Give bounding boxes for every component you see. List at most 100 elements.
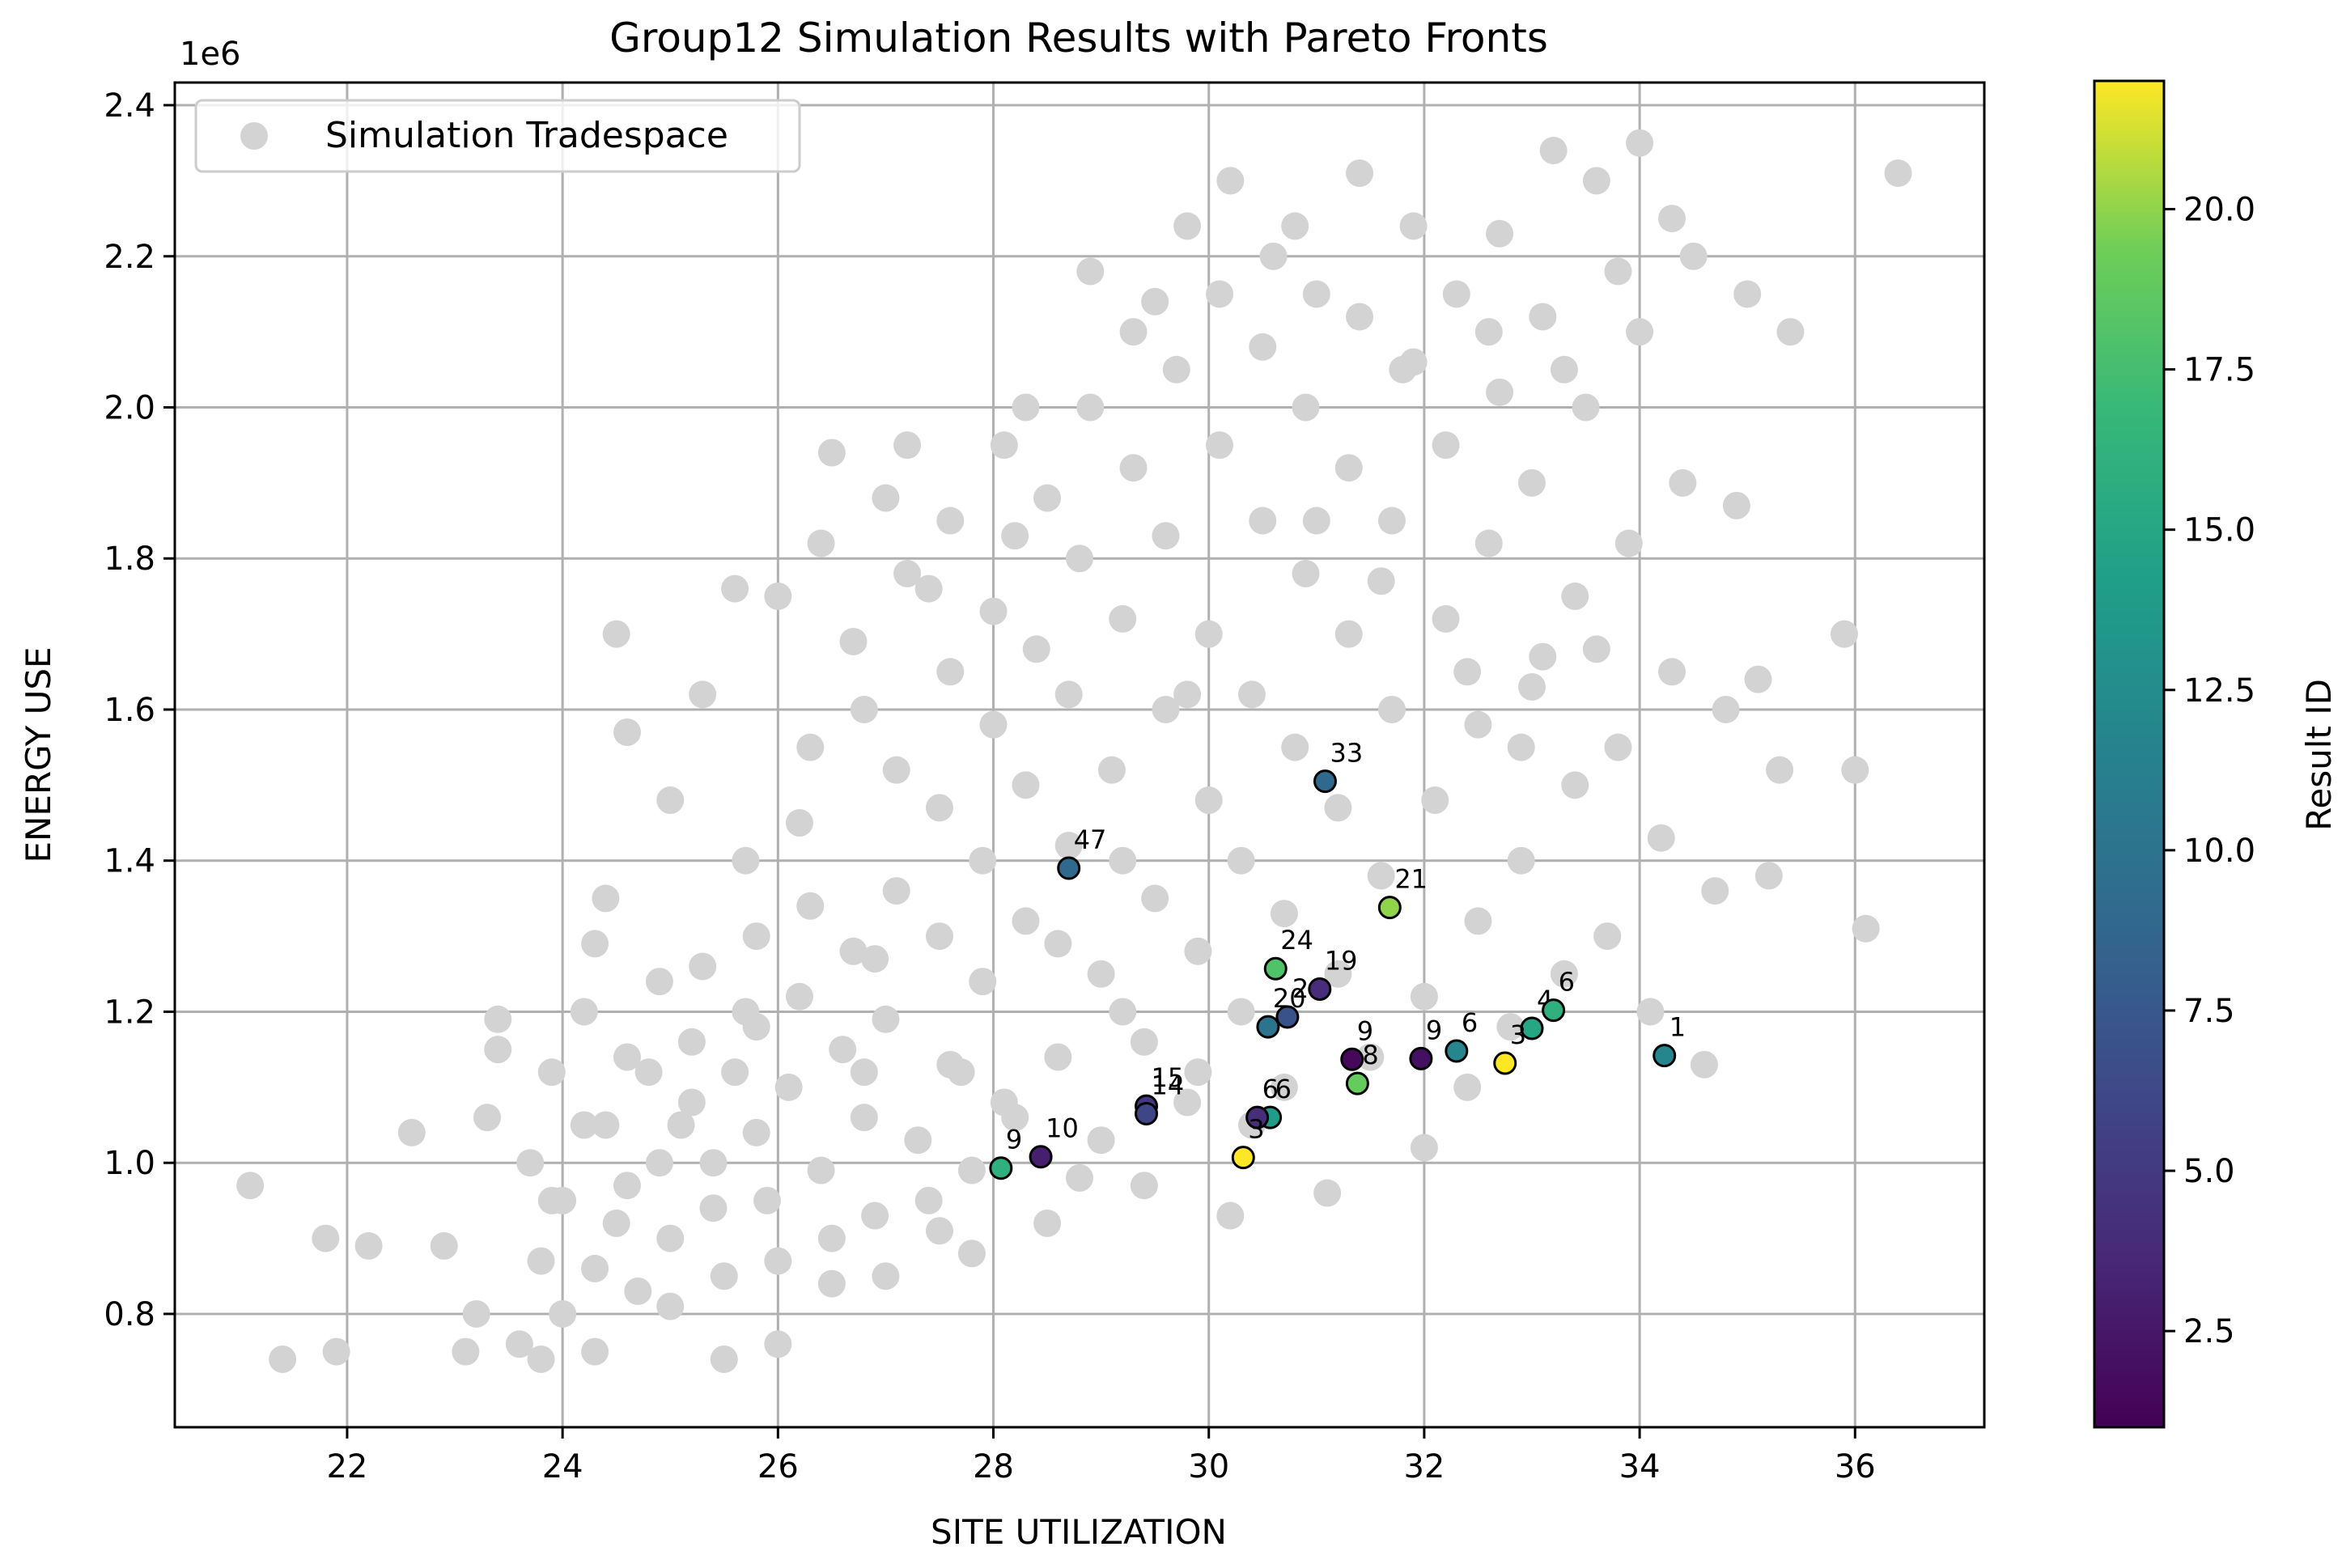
tradespace-point xyxy=(484,1036,512,1064)
y-tick-label: 0.8 xyxy=(104,1296,155,1333)
tradespace-point xyxy=(1754,862,1783,890)
tradespace-point xyxy=(236,1172,265,1200)
tradespace-point xyxy=(1281,733,1309,761)
tradespace-point xyxy=(570,1111,598,1139)
tradespace-point xyxy=(732,846,760,875)
tradespace-point xyxy=(1270,900,1298,928)
tradespace-point xyxy=(721,574,749,603)
pareto-point-label: 20 xyxy=(1273,983,1306,1014)
tradespace-point xyxy=(807,529,835,557)
tradespace-point xyxy=(1173,680,1202,709)
tradespace-point xyxy=(1669,468,1697,497)
tradespace-point xyxy=(1356,1043,1385,1071)
tradespace-point xyxy=(1701,877,1729,905)
tradespace-point xyxy=(1302,506,1330,535)
tradespace-point xyxy=(742,922,770,951)
colorbar-label: Result ID xyxy=(2299,679,2339,831)
tradespace-point xyxy=(1539,137,1568,165)
pareto-point xyxy=(1275,1005,1300,1029)
tradespace-point xyxy=(1119,454,1148,482)
tradespace-point xyxy=(1841,756,1869,784)
y-tick-label: 2.4 xyxy=(104,87,155,125)
tradespace-point xyxy=(882,877,910,905)
y-tick-label: 2.0 xyxy=(104,389,155,426)
tradespace-point xyxy=(1507,846,1535,875)
tradespace-point xyxy=(839,627,868,655)
tradespace-point xyxy=(1066,545,1093,573)
pareto-point xyxy=(1520,1016,1544,1040)
tradespace-point xyxy=(807,1156,835,1184)
tradespace-point xyxy=(1658,658,1686,686)
x-tick-label: 34 xyxy=(1619,1448,1661,1485)
pareto-point xyxy=(1313,769,1337,794)
tradespace-point xyxy=(1216,1201,1245,1230)
tradespace-point xyxy=(1292,559,1320,587)
x-axis-ticks: 22 24 26 28 30 32 34 36 xyxy=(326,1427,1876,1485)
tradespace-point xyxy=(914,574,943,603)
tradespace-point xyxy=(1733,280,1762,308)
tradespace-point xyxy=(1281,212,1309,240)
tradespace-point xyxy=(613,1043,641,1071)
tradespace-point xyxy=(699,1194,728,1223)
legend-entry: Simulation Tradespace xyxy=(325,115,728,156)
tradespace-point xyxy=(850,1104,878,1132)
colorbar-tick-label: 7.5 xyxy=(2183,993,2235,1030)
pareto-point-label: 21 xyxy=(1394,864,1428,895)
tradespace-point xyxy=(1227,846,1255,875)
pareto-point-label: 6 xyxy=(1462,1007,1478,1038)
tradespace-point xyxy=(645,1149,673,1177)
tradespace-point xyxy=(1550,960,1578,988)
y-offset-label: 1e6 xyxy=(180,36,241,73)
tradespace-point xyxy=(1054,680,1083,709)
pareto-point-label: 24 xyxy=(1280,925,1313,956)
pareto-point-label: 6 xyxy=(1559,967,1575,998)
tradespace-point xyxy=(764,1330,792,1358)
tradespace-point xyxy=(1162,355,1190,384)
tradespace-point xyxy=(1593,922,1622,951)
pareto-point xyxy=(1231,1146,1255,1170)
y-tick-label: 1.8 xyxy=(104,540,155,578)
tradespace-point xyxy=(689,680,717,709)
tradespace-point xyxy=(1518,468,1546,497)
tradespace-point xyxy=(957,1156,986,1184)
tradespace-point xyxy=(1647,824,1675,852)
tradespace-point xyxy=(581,1254,609,1282)
tradespace-point xyxy=(1626,129,1654,157)
tradespace-point xyxy=(430,1231,458,1260)
tradespace-point xyxy=(1119,318,1148,346)
tradespace-point xyxy=(893,431,922,460)
pareto-point xyxy=(1445,1039,1469,1063)
tradespace-point xyxy=(850,695,878,723)
tradespace-point xyxy=(1486,378,1514,406)
tradespace-point xyxy=(1206,280,1234,308)
pareto-point-label: 15 xyxy=(1152,1062,1185,1093)
tradespace-point xyxy=(1679,242,1708,270)
pareto-point xyxy=(1256,1015,1280,1039)
colorbar-tick-label: 10.0 xyxy=(2183,833,2255,870)
pareto-point-label: 9 xyxy=(1357,1015,1373,1046)
pareto-point-label: 6 xyxy=(1275,1074,1292,1104)
tradespace-point xyxy=(829,1036,857,1064)
tradespace-point xyxy=(1141,287,1169,316)
tradespace-point xyxy=(1432,604,1460,633)
tradespace-point xyxy=(774,1073,803,1101)
tradespace-point xyxy=(936,1050,965,1079)
tradespace-point xyxy=(473,1104,501,1132)
tradespace-point xyxy=(1292,393,1320,422)
tradespace-point xyxy=(1852,914,1880,943)
tradespace-point xyxy=(1313,1179,1342,1207)
tradespace-point xyxy=(872,1005,900,1033)
tradespace-point xyxy=(624,1277,652,1305)
pareto-point-label: 3 xyxy=(1248,1114,1264,1145)
tradespace-point xyxy=(397,1118,426,1146)
tradespace-point xyxy=(1076,393,1105,422)
tradespace-point xyxy=(1614,529,1643,557)
tradespace-point xyxy=(1130,1028,1158,1056)
pareto-point xyxy=(1135,1102,1159,1126)
tradespace-point xyxy=(1604,257,1632,286)
tradespace-point xyxy=(1184,937,1212,965)
y-tick-label: 1.0 xyxy=(104,1145,155,1182)
tradespace-point xyxy=(592,884,620,913)
pareto-point xyxy=(1493,1051,1517,1075)
tradespace-point xyxy=(1334,620,1363,648)
